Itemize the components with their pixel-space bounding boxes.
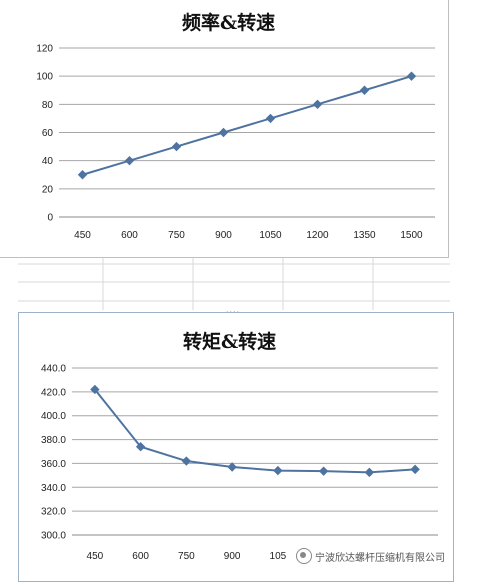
data-point [273, 465, 283, 476]
x-tick-label: 1200 [306, 230, 329, 241]
x-tick-label: 600 [132, 551, 149, 562]
y-tick-label: 40 [42, 156, 54, 167]
watermark-text: 宁波欣达螺杆压缩机有限公司 [315, 552, 445, 564]
y-tick-label: 60 [42, 128, 54, 139]
data-point [77, 170, 88, 180]
series-line [94, 388, 416, 474]
wechat-logo-icon [296, 548, 312, 564]
y-tick-label: 100 [36, 72, 53, 83]
y-tick-label: 320.0 [41, 507, 66, 518]
x-tick-label: 900 [224, 551, 241, 562]
data-point [90, 384, 100, 395]
data-point [359, 85, 370, 95]
chart-panel-frequency-speed: 频率&转速 0 20 40 60 80 100 120 450 600 750 900 1050 120… [0, 0, 449, 258]
data-point [227, 462, 237, 472]
x-tick-label: 750 [178, 551, 195, 562]
chart-title: 转矩&转速 [183, 331, 277, 353]
y-tick-label: 420.0 [41, 387, 66, 398]
data-point [318, 466, 329, 476]
data-point [265, 113, 276, 124]
data-point [124, 155, 135, 166]
x-tick-label: 1350 [353, 230, 376, 241]
x-tick-label: 600 [121, 230, 138, 241]
x-tick-label: 1050 [259, 230, 282, 241]
y-tick-label: 300.0 [41, 531, 66, 542]
series-line [82, 75, 412, 176]
x-tick-label: 450 [87, 551, 104, 562]
chart-panel-torque-speed: 转矩&转速 300.0 320.0 340.0 360.0 380.0 400.0 420.… [18, 312, 454, 582]
y-tick-label: 80 [42, 100, 54, 111]
x-tick-label: 750 [168, 230, 185, 241]
data-point [135, 442, 146, 452]
y-tick-label: 380.0 [41, 435, 66, 446]
x-tick-label: 105 [270, 551, 287, 562]
data-point [181, 456, 192, 466]
y-tick-label: 120 [36, 44, 53, 55]
chart-torque-speed: 300.0 320.0 340.0 360.0 380.0 400.0 420.0 440.0… [41, 364, 438, 562]
data-point [312, 99, 323, 110]
chart-frequency-speed: 0 20 40 60 80 100 120 450 600 750 900 1050 1200 1350 1… [36, 44, 435, 241]
spreadsheet-gridlines [18, 258, 450, 310]
y-tick-label: 440.0 [41, 364, 66, 375]
y-tick-label: 0 [47, 213, 53, 224]
y-tick-label: 20 [42, 184, 54, 195]
chart-title: 频率&转速 [182, 12, 276, 34]
data-point [406, 71, 417, 81]
y-tick-label: 400.0 [41, 411, 66, 422]
watermark: 宁波欣达螺杆压缩机有限公司 [296, 548, 445, 564]
x-tick-label: 450 [74, 230, 91, 241]
data-point [364, 467, 375, 478]
y-tick-label: 340.0 [41, 483, 66, 494]
spreadsheet-grid [18, 258, 450, 310]
data-point [218, 127, 229, 138]
y-tick-label: 360.0 [41, 459, 66, 470]
x-tick-label: 900 [215, 230, 232, 241]
data-point [410, 464, 420, 475]
data-point [171, 141, 182, 152]
x-tick-label: 1500 [400, 230, 423, 241]
